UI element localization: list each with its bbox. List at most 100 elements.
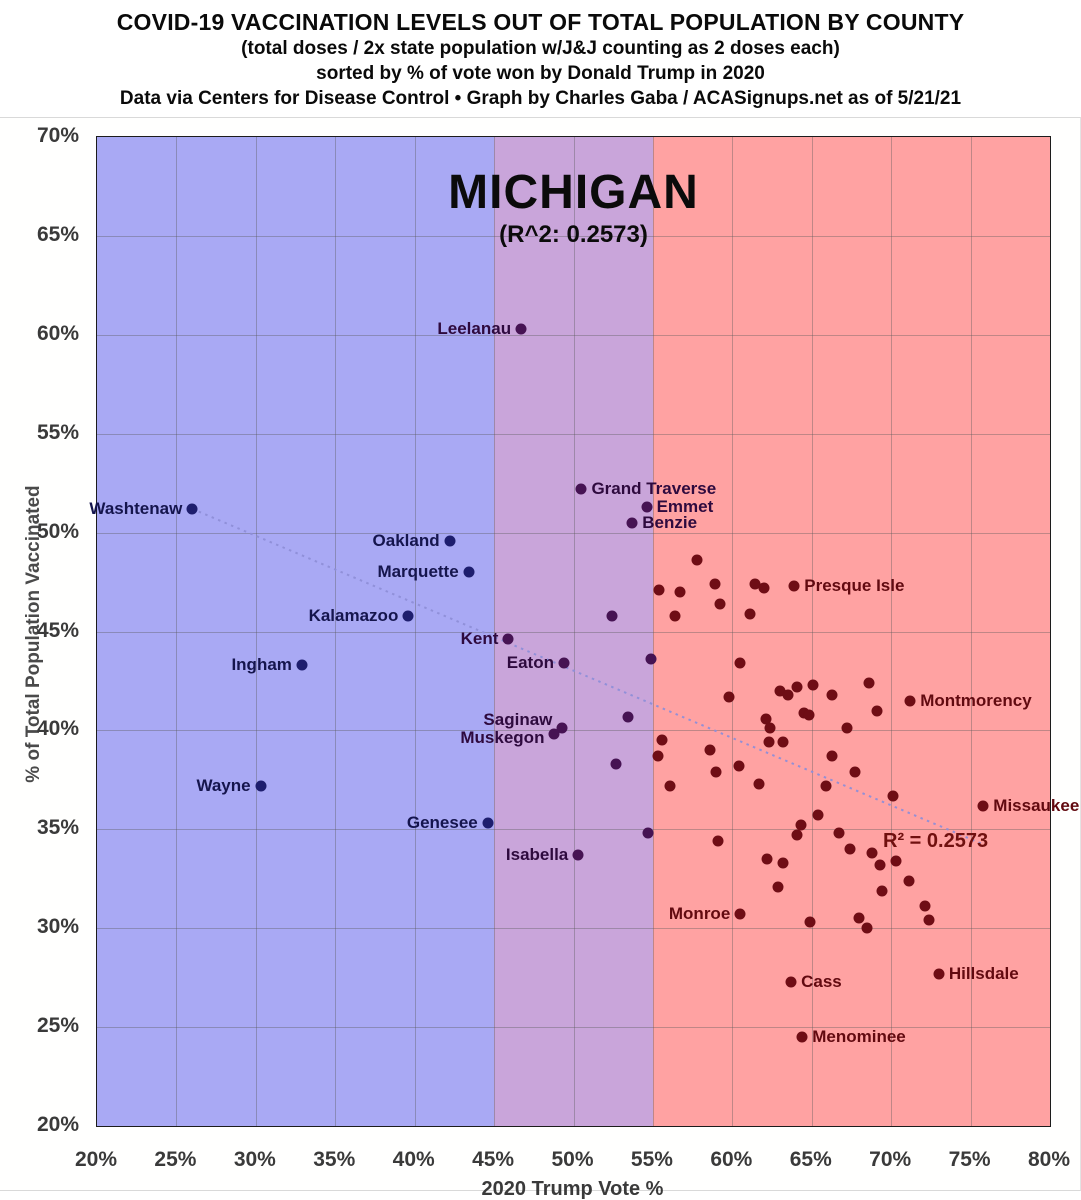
gridline-vertical (414, 137, 416, 1126)
header-subtitle-sort: sorted by % of vote won by Donald Trump … (316, 63, 765, 84)
gridline-horizontal (97, 631, 1050, 633)
data-point-county (664, 780, 676, 792)
data-point-benzie (626, 517, 638, 529)
data-point-county (807, 679, 819, 691)
data-point-county (874, 859, 886, 871)
data-point-county (887, 790, 899, 802)
gridline-horizontal (97, 334, 1050, 336)
gridline-horizontal (97, 829, 1050, 831)
data-point-county (849, 766, 861, 778)
data-point-emmet (641, 501, 653, 513)
data-point-county (758, 582, 770, 594)
data-point-county (710, 766, 722, 778)
header-subtitle-method: (total doses / 2x state population w/J&J… (241, 38, 840, 59)
gridline-vertical (573, 137, 575, 1126)
data-point-leelanau (515, 323, 527, 335)
data-point-county (903, 875, 915, 887)
data-point-county (804, 916, 816, 928)
data-point-eaton (558, 657, 570, 669)
data-point-county (923, 914, 935, 926)
data-point-county (761, 853, 773, 865)
data-point-kent (502, 633, 514, 645)
x-tick-label: 25% (154, 1148, 197, 1171)
x-tick-label: 80% (1027, 1148, 1071, 1171)
county-label-emmet: Emmet (656, 496, 714, 516)
x-tick-label: 55% (630, 1148, 673, 1171)
county-label-missaukee: Missaukee (993, 795, 1080, 815)
county-label-menominee: Menominee (812, 1026, 906, 1046)
data-point-county (723, 691, 735, 703)
county-label-genesee: Genesee (406, 813, 478, 833)
gridline-vertical (255, 137, 257, 1126)
r-squared-annotation: R² = 0.2573 (883, 830, 989, 852)
data-point-county (674, 586, 686, 598)
data-point-kalamazoo (402, 610, 414, 622)
data-point-county (764, 722, 776, 734)
county-label-grand-traverse: Grand Traverse (591, 479, 717, 499)
county-label-oakland: Oakland (372, 530, 440, 550)
data-point-county (919, 900, 931, 912)
header-title: COVID-19 VACCINATION LEVELS OUT OF TOTAL… (116, 9, 965, 35)
data-point-county (763, 736, 775, 748)
data-point-county (656, 734, 668, 746)
county-label-saginaw: Saginaw (483, 710, 553, 730)
data-point-ingham (296, 659, 308, 671)
data-point-county (704, 744, 716, 756)
data-point-county (709, 578, 721, 590)
data-point-county (749, 578, 761, 590)
data-point-county (803, 709, 815, 721)
data-point-menominee (796, 1031, 808, 1043)
data-point-county (861, 922, 873, 934)
data-point-county (866, 847, 878, 859)
county-label-cass: Cass (801, 971, 842, 991)
data-point-county (642, 827, 654, 839)
data-point-county (871, 705, 883, 717)
y-tick-label: 50% (36, 519, 79, 543)
state-r2-subtitle: (R^2: 0.2573) (499, 221, 648, 248)
county-label-monroe: Monroe (668, 904, 731, 924)
data-point-county (669, 610, 681, 622)
data-point-county (777, 857, 789, 869)
county-label-leelanau: Leelanau (437, 318, 512, 338)
data-point-county (733, 760, 745, 772)
data-point-wayne (255, 780, 267, 792)
gridline-vertical (335, 137, 337, 1126)
state-title: MICHIGAN (448, 166, 699, 219)
county-label-hillsdale: Hillsdale (948, 963, 1019, 983)
county-label-kent: Kent (460, 629, 499, 649)
gridline-horizontal (97, 532, 1050, 534)
y-tick-label: 45% (36, 618, 79, 642)
data-point-montmorency (904, 695, 916, 707)
data-point-county (691, 554, 703, 566)
gridline-vertical (652, 137, 654, 1126)
data-point-county (610, 758, 622, 770)
data-point-county (795, 819, 807, 831)
x-tick-label: 65% (789, 1148, 832, 1171)
x-tick-label: 50% (551, 1148, 594, 1171)
county-label-wayne: Wayne (196, 775, 251, 795)
data-point-county (844, 843, 856, 855)
trendline (191, 507, 986, 847)
county-label-kalamazoo: Kalamazoo (308, 605, 399, 625)
x-tick-label: 75% (948, 1148, 991, 1171)
data-point-missaukee (977, 800, 989, 812)
gridline-horizontal (97, 730, 1050, 732)
gridline-vertical (891, 137, 893, 1126)
data-point-county (714, 598, 726, 610)
data-point-washtenaw (186, 503, 198, 515)
data-point-county (853, 912, 865, 924)
data-point-county (772, 881, 784, 893)
plot-area: Washtenaw Oakland Marquette Kalamazoo Ingham… (89, 136, 1079, 1127)
data-point-grand-traverse (575, 483, 587, 495)
county-label-presque-isle: Presque Isle (804, 576, 905, 595)
data-point-county (812, 809, 824, 821)
y-tick-label: 30% (36, 915, 79, 939)
gridline-vertical (176, 137, 178, 1126)
data-point-county (774, 685, 786, 697)
data-point-county (890, 855, 902, 867)
data-point-county (652, 750, 664, 762)
data-point-genesee (482, 817, 494, 829)
data-point-oakland (444, 535, 456, 546)
county-label-isabella: Isabella (505, 845, 569, 864)
gridline-vertical (970, 137, 972, 1126)
